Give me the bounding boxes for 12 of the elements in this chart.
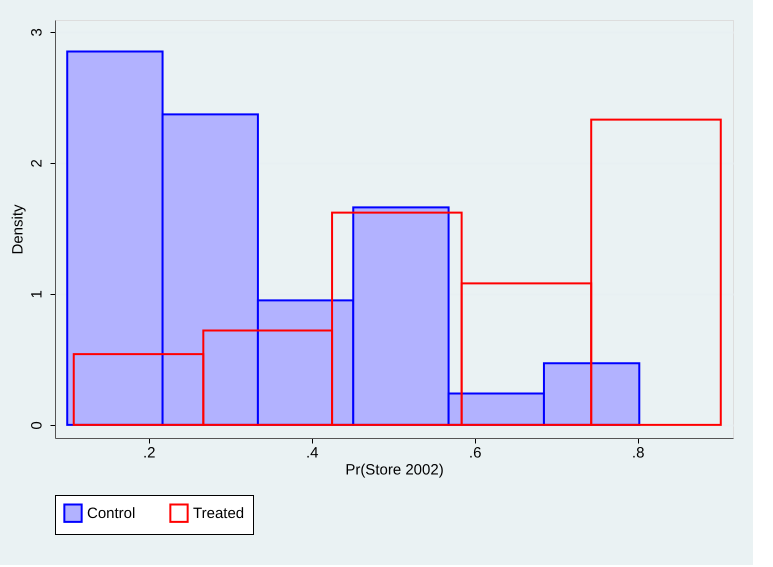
y-axis-title: Density [10, 204, 26, 255]
y-tick-label: 2 [28, 159, 46, 168]
x-axis-title: Pr(Store 2002) [345, 462, 444, 478]
legend-label: Treated [193, 505, 244, 522]
x-tick-label: .8 [632, 444, 644, 462]
x-tick-label: .2 [142, 444, 156, 462]
x-tick-label: .6 [468, 444, 482, 462]
y-tick-label: 3 [28, 28, 46, 36]
legend-label: Control [87, 505, 136, 522]
y-tick-label: 0 [28, 421, 46, 430]
y-tick-label: 1 [28, 290, 46, 299]
x-tick-label: .4 [306, 444, 318, 462]
